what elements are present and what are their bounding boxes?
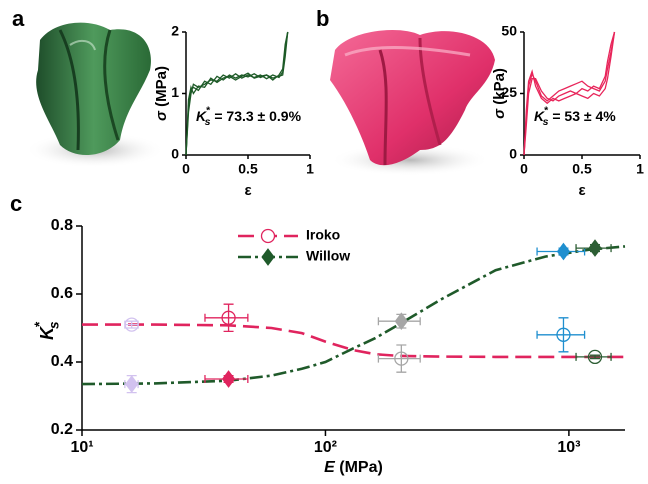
panel-letter: a <box>12 6 25 31</box>
x-error-bar <box>204 313 249 322</box>
unit: (kPa) <box>491 68 508 109</box>
x-tick-label: 0.5 <box>238 161 258 177</box>
x-error-bar <box>575 352 612 361</box>
y-error-bar <box>396 344 407 373</box>
diamond-marker <box>261 248 275 266</box>
stress-strain-curve <box>523 31 616 156</box>
stress-strain-curve <box>523 31 616 156</box>
y-error-bar <box>589 354 600 360</box>
stress-strain-curve <box>185 31 289 156</box>
symbol: K <box>37 325 57 340</box>
diamond-marker <box>588 239 602 257</box>
annotation: K* s = 53 ± 4% <box>534 104 616 127</box>
legend-label: Willow <box>306 248 350 264</box>
y-tick-label: 1 <box>171 84 179 100</box>
superscript: * <box>544 104 549 116</box>
fit-curve <box>82 323 625 359</box>
symbol: E <box>324 459 336 476</box>
panel-letter: b <box>316 6 329 31</box>
legend-label: Iroko <box>306 227 340 243</box>
diamond-marker <box>125 375 139 393</box>
circle-marker <box>556 327 571 342</box>
y-axis-label: K*s <box>31 321 60 340</box>
y-tick-label: 0 <box>171 146 179 162</box>
y-tick-label: 0.4 <box>51 353 73 370</box>
annotation-text: = 53 ± 4% <box>548 108 616 124</box>
x-tick-label: 1 <box>636 161 644 177</box>
x-tick-label: 1 <box>306 161 314 177</box>
y-axis-label: σ (kPa) <box>491 68 508 119</box>
x-tick-label: 10¹ <box>70 439 93 456</box>
x-axis-label: ε <box>578 182 585 199</box>
y-error-bar <box>223 303 234 333</box>
circle-marker <box>221 310 236 325</box>
y-tick-label: 2 <box>171 23 179 39</box>
unit: (MPa) <box>153 66 170 111</box>
circle-marker <box>394 351 409 366</box>
x-tick-label: 0 <box>520 161 528 177</box>
panel-letter: c <box>10 191 22 216</box>
x-tick-label: 10³ <box>557 439 580 456</box>
subscript: s <box>46 321 61 329</box>
x-tick-label: 10² <box>314 439 337 456</box>
green-specimen <box>25 22 165 168</box>
unit: (MPa) <box>335 459 383 476</box>
y-error-bar <box>558 317 569 353</box>
diamond-marker <box>394 312 408 331</box>
subscript: s <box>543 116 549 128</box>
y-tick-label: 25 <box>501 84 517 100</box>
circle-marker <box>124 317 139 332</box>
x-axis-label: E (MPa) <box>324 459 383 476</box>
diamond-marker <box>221 370 236 388</box>
pink-specimen <box>330 30 495 176</box>
stress-strain-curve <box>185 31 289 156</box>
superscript: * <box>31 321 46 327</box>
diamond-marker <box>556 242 571 261</box>
y-tick-label: 0.2 <box>51 421 73 438</box>
y-tick-label: 0 <box>509 146 517 162</box>
symbol: K <box>196 108 207 124</box>
subscript: s <box>205 116 211 128</box>
x-tick-label: 0.5 <box>572 161 592 177</box>
annotation-text: = 73.3 ± 0.9% <box>210 108 301 124</box>
y-axis-label: σ (MPa) <box>153 66 170 121</box>
circle-marker <box>587 349 603 365</box>
y-tick-label: 0.8 <box>51 217 73 234</box>
annotation: K* s = 73.3 ± 0.9% <box>196 104 302 127</box>
x-axis-label: ε <box>244 182 251 199</box>
y-tick-label: 0.6 <box>51 285 73 302</box>
circle-marker <box>260 228 276 244</box>
fit-curve <box>81 245 626 386</box>
y-error-bar <box>126 320 137 329</box>
superscript: * <box>206 104 211 116</box>
y-tick-label: 50 <box>501 23 517 39</box>
x-error-bar <box>377 354 421 363</box>
symbol: σ <box>153 110 170 121</box>
stress-strain-curve <box>185 31 289 156</box>
x-error-bar <box>536 330 586 339</box>
symbol: σ <box>491 108 508 119</box>
x-tick-label: 0 <box>182 161 190 177</box>
symbol: K <box>534 108 545 124</box>
